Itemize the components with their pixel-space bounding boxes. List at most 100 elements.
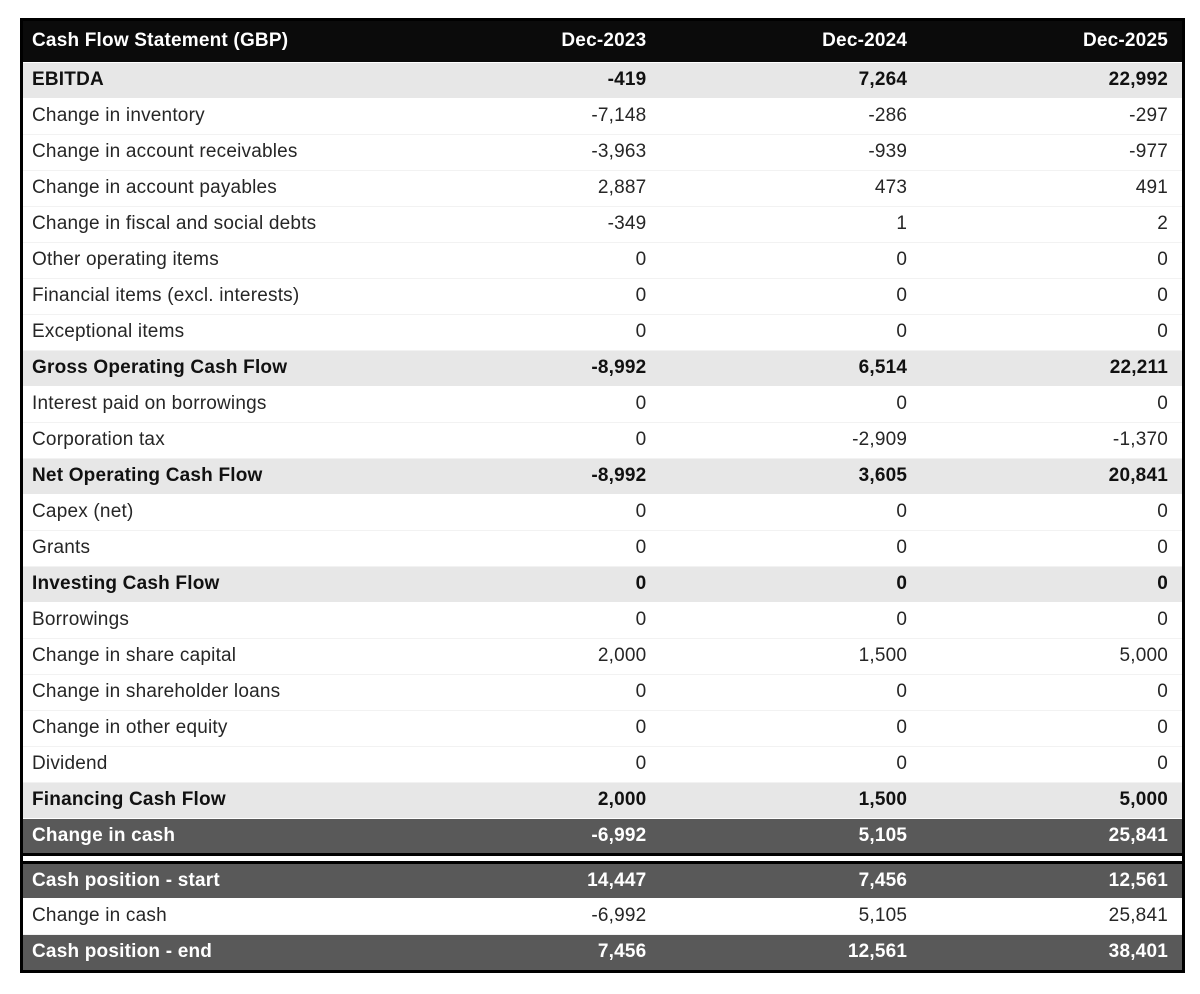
row-label: Exceptional items [23,314,400,351]
row-value: 0 [399,710,661,747]
cash-flow-statement-table: Cash Flow Statement (GBP) Dec-2023 Dec-2… [20,18,1185,973]
row-value: 38,401 [1108,941,1168,963]
row-label: Change in shareholder loans [23,674,400,711]
row-value: 22,211 [921,349,1182,387]
row-value: -419 [399,61,661,99]
row-value: -286 [660,98,922,135]
row-label: Dividend [23,746,400,783]
section-gap [23,852,1182,864]
row-value: 20,841 [921,457,1182,495]
row-value: 2,000 [399,638,661,675]
row-value: 491 [921,170,1182,207]
header-row: Cash Flow Statement (GBP) Dec-2023 Dec-2… [23,21,1182,62]
table-row: Grants 0 0 0 [23,530,1182,567]
row-value: 0 [399,565,661,603]
row-value: 1,500 [660,638,922,675]
row-value: -8,992 [399,349,661,387]
row-value: 0 [921,386,1182,423]
row-value: 0 [399,746,661,783]
table-row: Change in share capital 2,000 1,500 5,000 [23,638,1182,675]
row-value: 0 [921,314,1182,351]
row-value: 0 [399,422,661,459]
row-value: -939 [660,134,922,171]
row-value: 0 [660,746,922,783]
table-row: Cash position - end 7,456 12,561 38,401 [23,934,1182,970]
row-label: Change in other equity [23,710,400,747]
row-value: 7,264 [660,61,922,99]
row-value: -977 [921,134,1182,171]
row-label: Change in account receivables [23,134,400,171]
table-row: Cash position - start 14,447 7,456 12,561 [23,862,1182,898]
cash-flow-section: EBITDA -419 7,264 22,992 Change in inventory… [23,61,1182,854]
row-label: Other operating items [23,242,400,279]
row-value: 6,514 [660,349,922,387]
row-value: 0 [921,565,1182,603]
row-value: 12,561 [1108,869,1168,891]
row-value: -2,909 [660,422,922,459]
row-value: 0 [660,314,922,351]
table-row: Change in fiscal and social debts -349 1 2 [23,206,1182,243]
row-value: 0 [399,674,661,711]
row-label: Interest paid on borrowings [23,386,400,423]
table-row: Capex (net) 0 0 0 [23,494,1182,531]
table-row: Investing Cash Flow 0 0 0 [23,565,1182,603]
row-value: -3,963 [399,134,661,171]
row-value: 0 [399,530,661,567]
row-label: Change in fiscal and social debts [23,206,400,243]
row-label: Change in share capital [23,638,400,675]
row-label: Net Operating Cash Flow [23,457,400,495]
row-value: 5,105 [858,824,908,846]
row-label: Change in cash [23,898,400,935]
row-label: Grants [23,530,400,567]
row-value: -7,148 [399,98,661,135]
row-value: 0 [660,242,922,279]
row-value: 0 [399,278,661,315]
row-label: Investing Cash Flow [23,565,400,603]
row-value: 0 [660,530,922,567]
statement-table: Cash Flow Statement (GBP) Dec-2023 Dec-2… [23,21,1182,970]
row-value: -297 [921,98,1182,135]
table-row: Change in shareholder loans 0 0 0 [23,674,1182,711]
table-row: Change in cash -6,992 5,105 25,841 [23,898,1182,935]
column-header: Dec-2023 [561,30,647,52]
table-row: Interest paid on borrowings 0 0 0 [23,386,1182,423]
row-value: 0 [399,242,661,279]
row-value: 0 [921,530,1182,567]
table-row: Net Operating Cash Flow -8,992 3,605 20,841 [23,457,1182,495]
section-gap-row [23,852,1182,864]
row-value: 0 [660,710,922,747]
table-row: Corporation tax 0 -2,909 -1,370 [23,422,1182,459]
row-value: 0 [660,602,922,639]
table-row: Financing Cash Flow 2,000 1,500 5,000 [23,781,1182,819]
row-value: 0 [660,386,922,423]
row-value: 0 [921,242,1182,279]
row-value: 0 [399,314,661,351]
row-value: 473 [660,170,922,207]
row-value: 7,456 [597,941,647,963]
column-header: Dec-2025 [1082,30,1168,52]
table-row: Change in cash -6,992 5,105 25,841 [23,818,1182,854]
row-value: 5,000 [921,638,1182,675]
cash-position-section: Cash position - start 14,447 7,456 12,561 Ch… [23,862,1182,970]
row-label: EBITDA [23,61,400,99]
row-value: -1,370 [921,422,1182,459]
row-label: Change in inventory [23,98,400,135]
row-label: Change in account payables [23,170,400,207]
table-row: Exceptional items 0 0 0 [23,314,1182,351]
table-row: Gross Operating Cash Flow -8,992 6,514 22,2… [23,349,1182,387]
row-value: 0 [660,494,922,531]
row-value: 0 [921,674,1182,711]
table-row: Other operating items 0 0 0 [23,242,1182,279]
row-value: 2 [921,206,1182,243]
row-value: -6,992 [591,824,647,846]
row-value: 0 [660,674,922,711]
table-row: Financial items (excl. interests) 0 0 0 [23,278,1182,315]
row-value: 1 [660,206,922,243]
row-value: 1,500 [660,781,922,819]
row-label: Cash position - end [32,941,213,963]
row-label: Financing Cash Flow [23,781,400,819]
row-label: Gross Operating Cash Flow [23,349,400,387]
row-value: 0 [921,710,1182,747]
row-value: -8,992 [399,457,661,495]
table-row: Change in inventory -7,148 -286 -297 [23,98,1182,135]
